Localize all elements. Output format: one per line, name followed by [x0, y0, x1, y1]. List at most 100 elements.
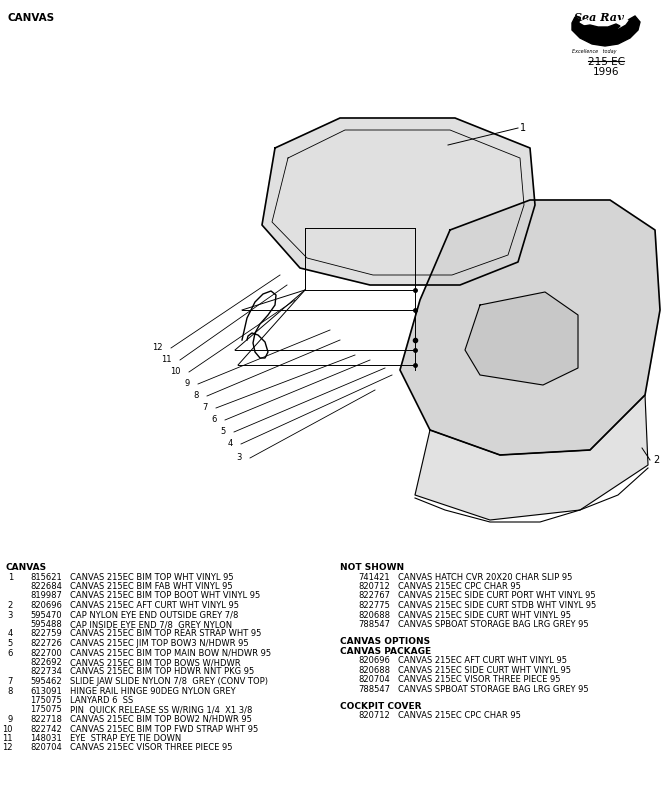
Text: 175075: 175075 — [30, 705, 62, 714]
Polygon shape — [400, 200, 660, 455]
Text: 2: 2 — [653, 455, 659, 465]
Text: 4: 4 — [8, 629, 13, 638]
Text: CANVAS 215EC AFT CURT WHT VINYL 95: CANVAS 215EC AFT CURT WHT VINYL 95 — [398, 656, 567, 665]
Text: CANVAS SPBOAT STORAGE BAG LRG GREY 95: CANVAS SPBOAT STORAGE BAG LRG GREY 95 — [398, 684, 589, 693]
Polygon shape — [262, 118, 535, 285]
Text: 820696: 820696 — [358, 656, 390, 665]
Text: 820688: 820688 — [358, 611, 390, 620]
Text: CANVAS SPBOAT STORAGE BAG LRG GREY 95: CANVAS SPBOAT STORAGE BAG LRG GREY 95 — [398, 620, 589, 629]
Text: 3: 3 — [237, 453, 242, 462]
Text: CANVAS 215EC SIDE CURT STDB WHT VINYL 95: CANVAS 215EC SIDE CURT STDB WHT VINYL 95 — [398, 601, 596, 610]
Text: 822692: 822692 — [30, 658, 62, 667]
Text: CANVAS 215EC BIM TOP BOWS W/HDWR: CANVAS 215EC BIM TOP BOWS W/HDWR — [70, 658, 241, 667]
Text: Sea Ray: Sea Ray — [574, 12, 624, 23]
Text: 9: 9 — [185, 380, 190, 389]
Text: 11: 11 — [161, 356, 172, 364]
Text: CANVAS 215EC VISOR THREE PIECE 95: CANVAS 215EC VISOR THREE PIECE 95 — [398, 675, 561, 684]
Text: 8: 8 — [194, 392, 199, 401]
Text: 822759: 822759 — [30, 629, 62, 638]
Text: CANVAS 215EC BIM FAB WHT VINYL 95: CANVAS 215EC BIM FAB WHT VINYL 95 — [70, 582, 232, 591]
Text: CANVAS 215EC BIM TOP MAIN BOW N/HDWR 95: CANVAS 215EC BIM TOP MAIN BOW N/HDWR 95 — [70, 649, 271, 658]
Text: 7: 7 — [7, 677, 13, 686]
Text: LANYARD 6  SS: LANYARD 6 SS — [70, 696, 133, 705]
Text: 4: 4 — [228, 440, 233, 448]
Text: CANVAS 215EC BIM TOP BOW2 N/HDWR 95: CANVAS 215EC BIM TOP BOW2 N/HDWR 95 — [70, 715, 252, 724]
Text: 822775: 822775 — [358, 601, 390, 610]
Text: 1996: 1996 — [593, 67, 619, 77]
Text: EYE  STRAP EYE TIE DOWN: EYE STRAP EYE TIE DOWN — [70, 734, 182, 743]
Text: CANVAS OPTIONS: CANVAS OPTIONS — [340, 637, 430, 646]
Text: 788547: 788547 — [358, 684, 390, 693]
Text: 788547: 788547 — [358, 620, 390, 629]
Text: 5: 5 — [220, 427, 226, 436]
Text: CANVAS 215EC BIM TOP HDWR NNT PKG 95: CANVAS 215EC BIM TOP HDWR NNT PKG 95 — [70, 667, 254, 676]
Text: CANVAS: CANVAS — [8, 13, 55, 23]
Text: 1: 1 — [8, 573, 13, 582]
Text: 215 EC: 215 EC — [588, 57, 624, 67]
Text: 815621: 815621 — [30, 573, 62, 582]
Text: 10: 10 — [3, 725, 13, 734]
Text: NOT SHOWN: NOT SHOWN — [340, 563, 404, 572]
Text: 822742: 822742 — [30, 725, 62, 734]
Text: 820688: 820688 — [358, 666, 390, 675]
Polygon shape — [580, 20, 628, 30]
Text: CANVAS 215EC SIDE CURT WHT VINYL 95: CANVAS 215EC SIDE CURT WHT VINYL 95 — [398, 611, 571, 620]
Text: 819987: 819987 — [30, 591, 62, 600]
Text: CANVAS 215EC BIM TOP BOOT WHT VINYL 95: CANVAS 215EC BIM TOP BOOT WHT VINYL 95 — [70, 591, 260, 600]
Text: CANVAS: CANVAS — [6, 563, 47, 572]
Text: 175075: 175075 — [30, 696, 62, 705]
Text: 12: 12 — [3, 743, 13, 752]
Text: 1: 1 — [520, 123, 526, 133]
Text: CAP INSIDE EYE END 7/8  GREY NYLON: CAP INSIDE EYE END 7/8 GREY NYLON — [70, 620, 232, 629]
Text: 9: 9 — [8, 715, 13, 724]
Text: 822726: 822726 — [30, 639, 62, 648]
Text: 822767: 822767 — [358, 591, 390, 600]
Text: 820704: 820704 — [358, 675, 390, 684]
Text: 148031: 148031 — [30, 734, 62, 743]
Text: 7: 7 — [202, 403, 208, 413]
Polygon shape — [465, 292, 578, 385]
Text: 12: 12 — [153, 343, 163, 352]
Text: 8: 8 — [7, 687, 13, 696]
Text: CANVAS PACKAGE: CANVAS PACKAGE — [340, 646, 431, 655]
Polygon shape — [415, 395, 648, 520]
Text: 822734: 822734 — [30, 667, 62, 676]
Text: CANVAS 215EC SIDE CURT PORT WHT VINYL 95: CANVAS 215EC SIDE CURT PORT WHT VINYL 95 — [398, 591, 596, 600]
Text: 10: 10 — [170, 368, 181, 377]
Text: CANVAS 215EC SIDE CURT WHT VINYL 95: CANVAS 215EC SIDE CURT WHT VINYL 95 — [398, 666, 571, 675]
Text: 741421: 741421 — [358, 573, 390, 582]
Text: 822718: 822718 — [30, 715, 62, 724]
Text: 613091: 613091 — [30, 687, 62, 696]
Text: 11: 11 — [3, 734, 13, 743]
Text: HINGE RAIL HINGE 90DEG NYLON GREY: HINGE RAIL HINGE 90DEG NYLON GREY — [70, 687, 236, 696]
Text: PIN  QUICK RELEASE SS W/RING 1/4  X1 3/8: PIN QUICK RELEASE SS W/RING 1/4 X1 3/8 — [70, 705, 253, 714]
Text: 822700: 822700 — [30, 649, 62, 658]
Text: 595470: 595470 — [30, 611, 62, 620]
Text: SLIDE JAW SLIDE NYLON 7/8  GREY (CONV TOP): SLIDE JAW SLIDE NYLON 7/8 GREY (CONV TOP… — [70, 677, 268, 686]
Text: 5: 5 — [8, 639, 13, 648]
Text: 820696: 820696 — [30, 601, 62, 610]
Text: CANVAS 215EC BIM TOP FWD STRAP WHT 95: CANVAS 215EC BIM TOP FWD STRAP WHT 95 — [70, 725, 258, 734]
Text: 595462: 595462 — [30, 677, 62, 686]
Text: CANVAS 215EC BIM TOP REAR STRAP WHT 95: CANVAS 215EC BIM TOP REAR STRAP WHT 95 — [70, 629, 261, 638]
Text: CANVAS 215EC JIM TOP BOW3 N/HDWR 95: CANVAS 215EC JIM TOP BOW3 N/HDWR 95 — [70, 639, 249, 648]
Text: 820704: 820704 — [30, 743, 62, 752]
Text: 820712: 820712 — [358, 711, 390, 720]
Text: 3: 3 — [7, 611, 13, 620]
Text: CANVAS 215EC VISOR THREE PIECE 95: CANVAS 215EC VISOR THREE PIECE 95 — [70, 743, 232, 752]
Text: 2: 2 — [8, 601, 13, 610]
Text: CANVAS 215EC CPC CHAR 95: CANVAS 215EC CPC CHAR 95 — [398, 711, 521, 720]
Text: COCKPIT COVER: COCKPIT COVER — [340, 701, 421, 711]
Text: 6: 6 — [212, 415, 217, 424]
Text: CANVAS 215EC CPC CHAR 95: CANVAS 215EC CPC CHAR 95 — [398, 582, 521, 591]
Polygon shape — [572, 16, 640, 46]
Text: 6: 6 — [7, 649, 13, 658]
Text: CAP NYLON EYE END OUTSIDE GREY 7/8: CAP NYLON EYE END OUTSIDE GREY 7/8 — [70, 611, 239, 620]
Text: CANVAS 215EC BIM TOP WHT VINYL 95: CANVAS 215EC BIM TOP WHT VINYL 95 — [70, 573, 234, 582]
Text: 820712: 820712 — [358, 582, 390, 591]
Text: Excellence   today: Excellence today — [572, 49, 616, 54]
Text: 822684: 822684 — [30, 582, 62, 591]
Text: CANVAS HATCH CVR 20X20 CHAR SLIP 95: CANVAS HATCH CVR 20X20 CHAR SLIP 95 — [398, 573, 572, 582]
Text: CANVAS 215EC AFT CURT WHT VINYL 95: CANVAS 215EC AFT CURT WHT VINYL 95 — [70, 601, 239, 610]
Polygon shape — [584, 24, 620, 32]
